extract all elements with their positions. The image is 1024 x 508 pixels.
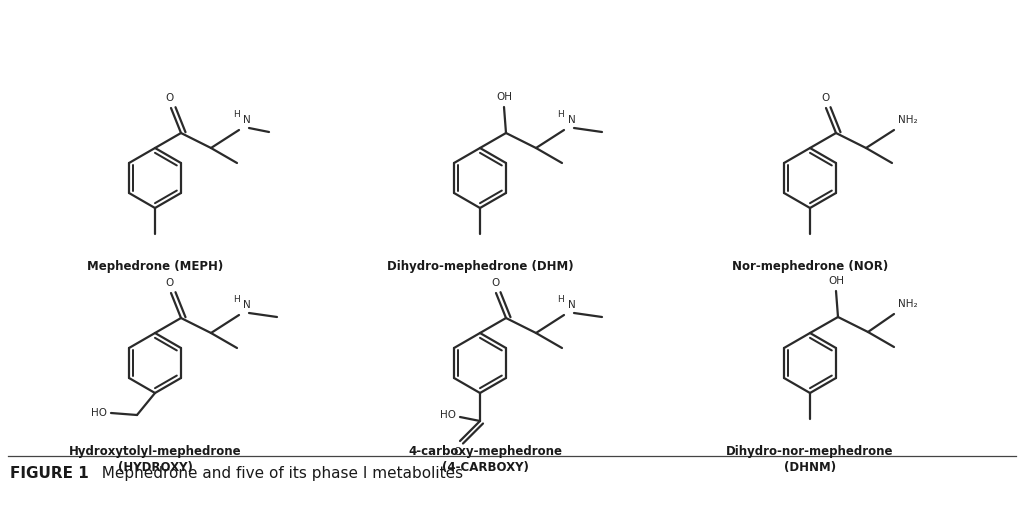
Text: N: N xyxy=(568,300,575,310)
Text: O: O xyxy=(454,447,462,457)
Text: Nor-mephedrone (NOR): Nor-mephedrone (NOR) xyxy=(732,260,888,273)
Text: N: N xyxy=(243,115,251,125)
Text: N: N xyxy=(568,115,575,125)
Text: N: N xyxy=(243,300,251,310)
Text: FIGURE 1: FIGURE 1 xyxy=(10,466,89,481)
Text: HO: HO xyxy=(440,410,456,420)
Text: Mephedrone (MEPH): Mephedrone (MEPH) xyxy=(87,260,223,273)
Text: 4-carboxy-mephedrone
(4-CARBOXY): 4-carboxy-mephedrone (4-CARBOXY) xyxy=(408,445,562,474)
Text: O: O xyxy=(166,93,174,103)
Text: Dihydro-nor-mephedrone
(DHNM): Dihydro-nor-mephedrone (DHNM) xyxy=(726,445,894,474)
Text: OH: OH xyxy=(496,92,512,102)
Text: Mephedrone and five of its phase I metabolites: Mephedrone and five of its phase I metab… xyxy=(92,466,463,481)
Text: Hydroxytolyl-mephedrone
(HYDROXY): Hydroxytolyl-mephedrone (HYDROXY) xyxy=(69,445,242,474)
Text: OH: OH xyxy=(828,276,844,286)
Text: HO: HO xyxy=(91,408,106,418)
Text: O: O xyxy=(490,278,499,288)
Text: O: O xyxy=(166,278,174,288)
Text: NH₂: NH₂ xyxy=(898,299,918,309)
Text: NH₂: NH₂ xyxy=(898,115,918,125)
Text: O: O xyxy=(821,93,829,103)
Text: Dihydro-mephedrone (DHM): Dihydro-mephedrone (DHM) xyxy=(387,260,573,273)
Text: H: H xyxy=(232,110,240,119)
Text: H: H xyxy=(558,110,564,119)
Text: H: H xyxy=(558,295,564,304)
Text: H: H xyxy=(232,295,240,304)
